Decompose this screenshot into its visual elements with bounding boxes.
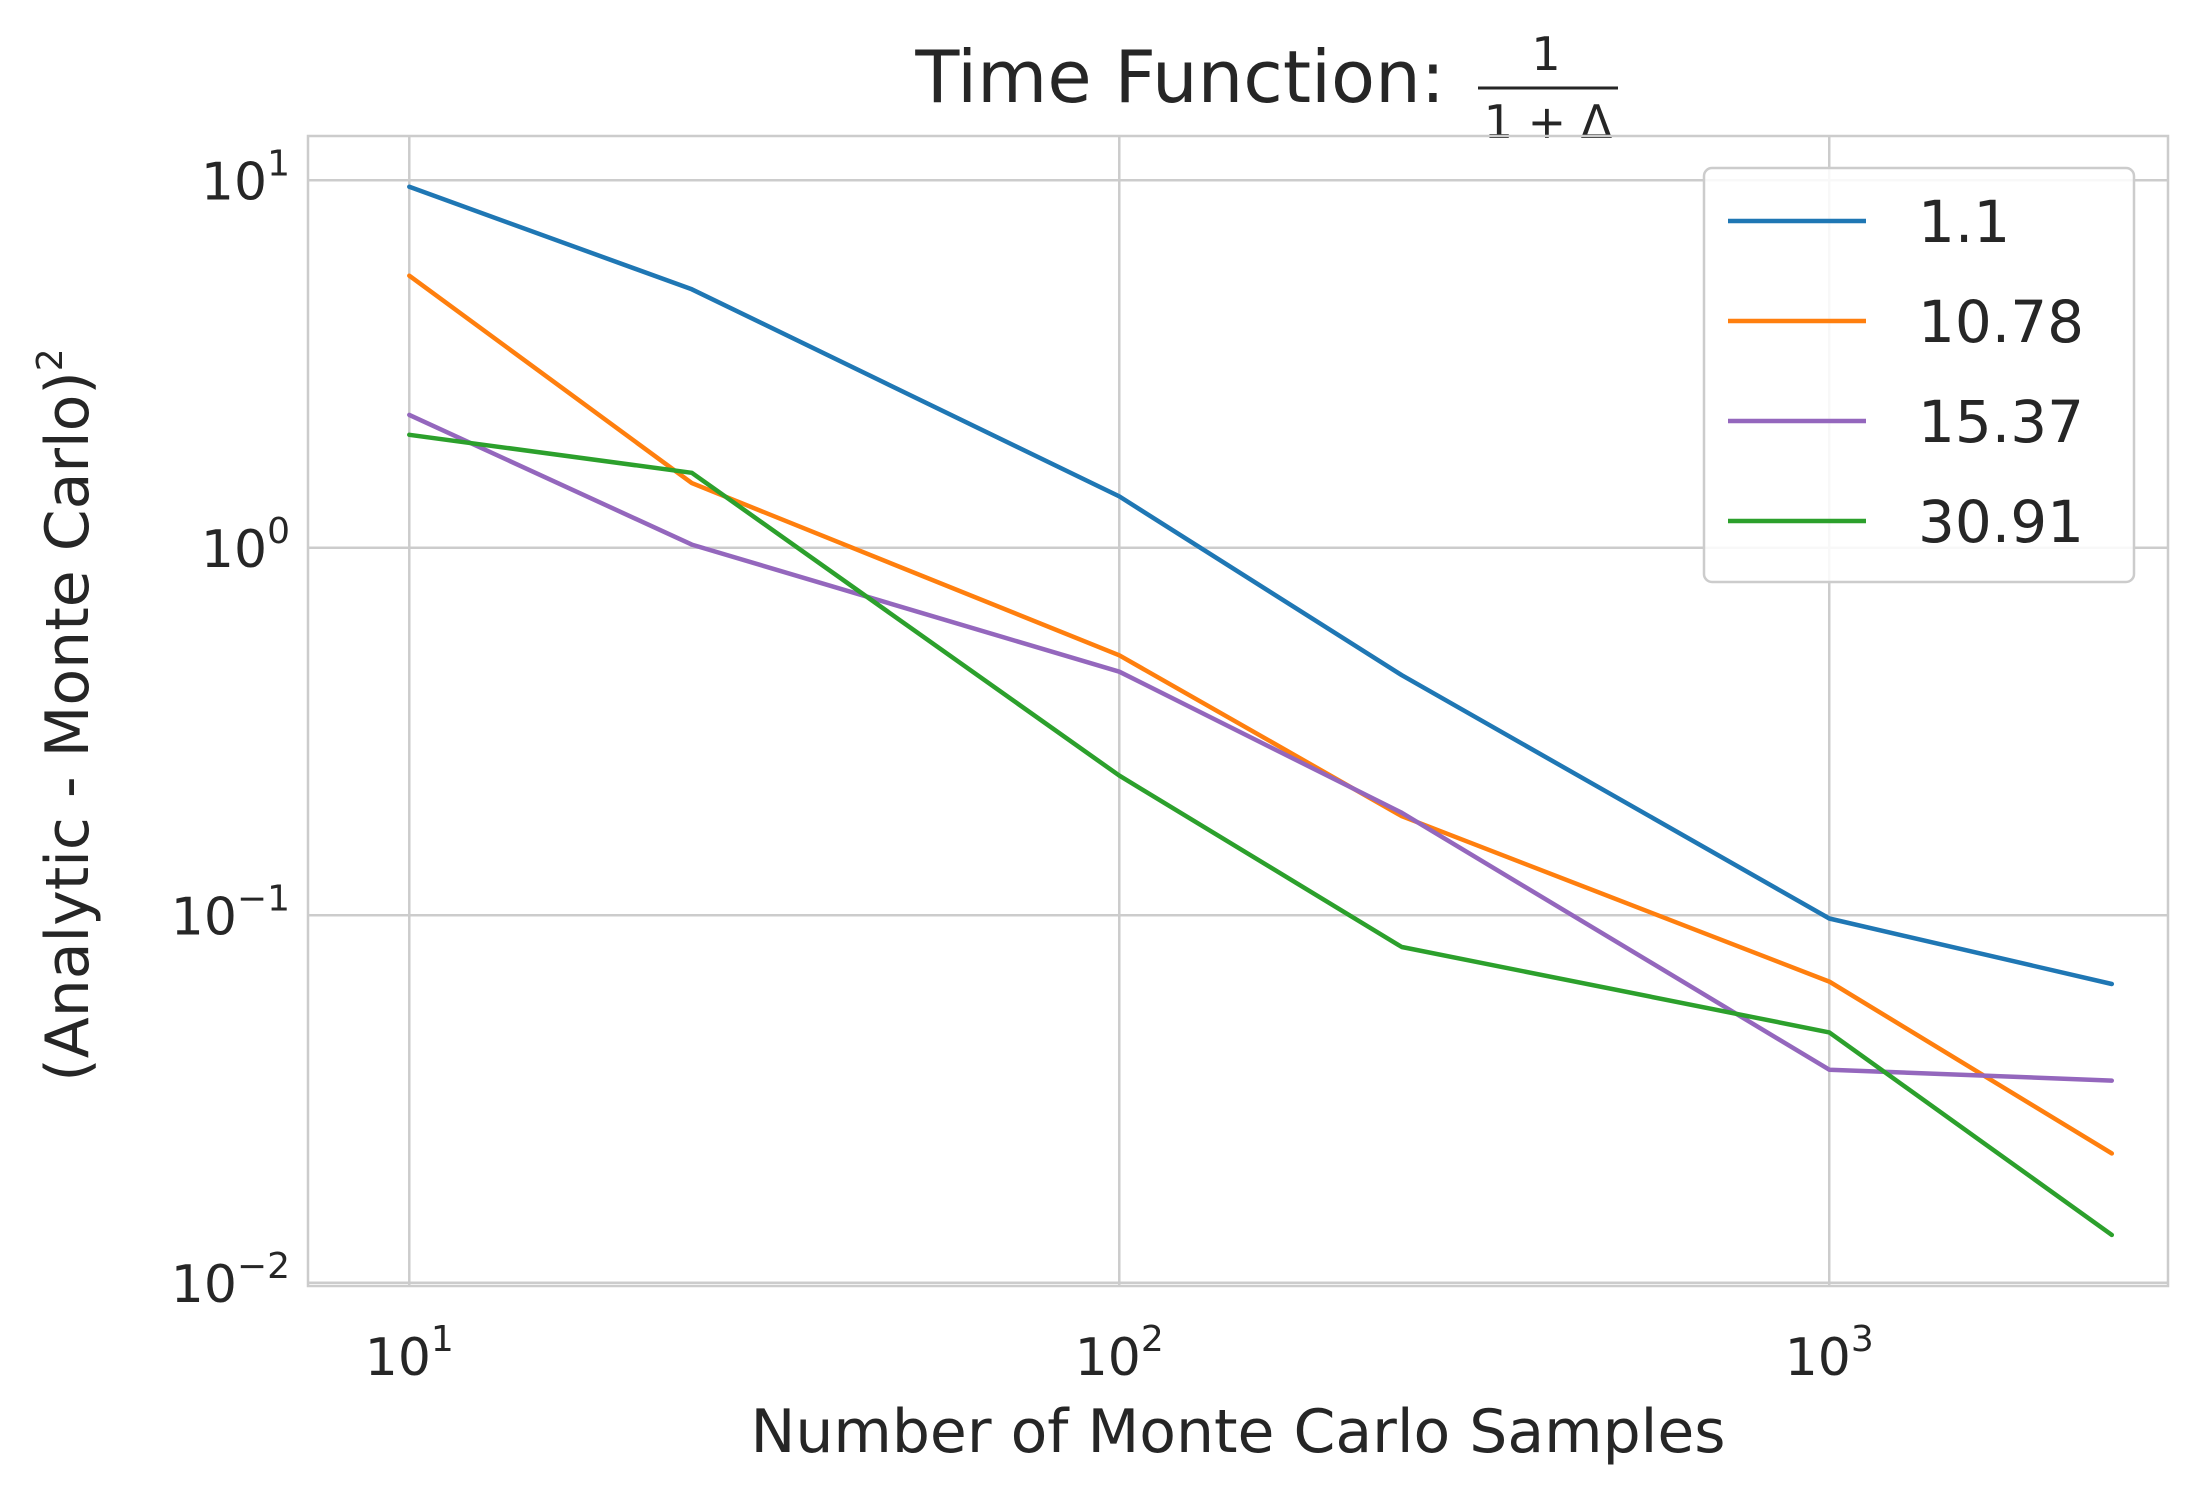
legend-label-10-78: 10.78 — [1918, 288, 2084, 356]
series-line-30-91 — [407, 432, 2115, 1238]
title-numerator: 1 — [1531, 27, 1560, 81]
legend-label-15-37: 15.37 — [1918, 388, 2084, 456]
legend-label-30-91: 30.91 — [1918, 488, 2084, 556]
legend-box — [1702, 166, 2136, 584]
y-axis-label-group: (Analytic - Monte Carlo)2 — [30, 348, 103, 1081]
svg-text:(Analytic - Monte Carlo)2: (Analytic - Monte Carlo)2 — [30, 348, 103, 1081]
y-tick-labels: 101 100 10−1 10−2 — [171, 143, 290, 1314]
y-axis-label-superscript: 2 — [30, 348, 71, 371]
chart-title: Time Function: 1 1 + Δ — [914, 27, 1618, 149]
grid — [308, 136, 2168, 1286]
series-line-15-37 — [407, 412, 2115, 1083]
series-lines — [407, 184, 2115, 1238]
y-tick-label: 10−2 — [171, 1246, 290, 1315]
series-line-1-1 — [407, 184, 2115, 987]
x-tick-labels: 101 102 103 — [365, 1319, 1874, 1388]
y-axis-label: (Analytic - Monte Carlo) — [33, 371, 103, 1082]
title-prefix: Time Function: — [914, 35, 1445, 119]
x-axis-label: Number of Monte Carlo Samples — [750, 1397, 1725, 1467]
x-tick-label: 101 — [365, 1319, 454, 1388]
x-tick-label: 102 — [1075, 1319, 1164, 1388]
legend-label-1-1: 1.1 — [1918, 188, 2010, 256]
legend: 1.1 10.78 15.37 30.91 — [1702, 166, 2136, 584]
y-tick-label: 100 — [201, 511, 290, 580]
x-tick-label: 103 — [1785, 1319, 1874, 1388]
title-denominator: 1 + Δ — [1484, 95, 1613, 149]
y-tick-label: 101 — [201, 143, 290, 212]
series-line-10-78 — [407, 273, 2115, 1156]
y-tick-label: 10−1 — [171, 878, 290, 947]
plot-frame — [306, 134, 2170, 1288]
